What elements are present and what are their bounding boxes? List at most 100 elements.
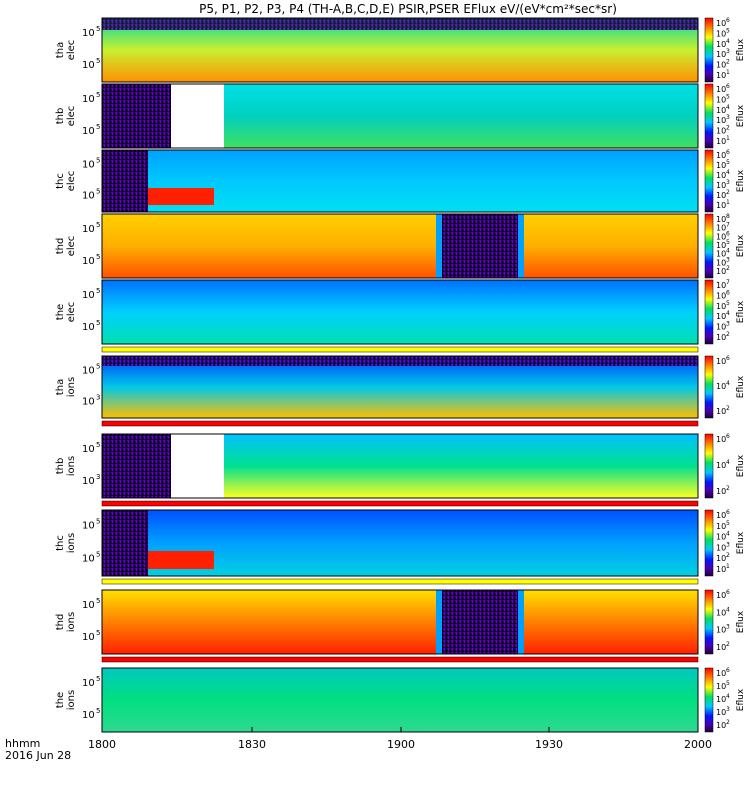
colorbar xyxy=(704,279,714,345)
y-tick-exponent: 5 xyxy=(96,707,100,715)
panel-probe-label: thc xyxy=(55,535,66,551)
colorbar-tick-exponent: 3 xyxy=(726,321,730,328)
panel-species-label: elec xyxy=(66,171,77,192)
colorbar-label: Eflux xyxy=(736,38,746,61)
y-tick-exponent: 5 xyxy=(96,517,100,525)
colorbar-label: Eflux xyxy=(736,454,746,477)
colorbar xyxy=(704,213,714,279)
colorbar-tick-label: 10 xyxy=(716,435,726,444)
colorbar-tick-exponent: 6 xyxy=(726,289,730,296)
colorbar-label: Eflux xyxy=(736,610,746,633)
colorbar-tick-label: 10 xyxy=(716,682,726,691)
panel-frame xyxy=(101,213,699,279)
spectrogram-image xyxy=(102,356,698,418)
data-noise-region xyxy=(102,84,172,148)
x-tick-label: 1830 xyxy=(238,738,266,751)
y-tick-exponent: 5 xyxy=(96,362,100,370)
colorbar-tick-label: 10 xyxy=(716,643,726,652)
panel-frame xyxy=(101,83,699,149)
colorbar-tick-label: 10 xyxy=(716,161,726,170)
gap-edge xyxy=(518,590,524,654)
y-tick-exponent: 5 xyxy=(96,156,100,164)
colorbar-tick-label: 10 xyxy=(716,721,726,730)
colorbar-label: Eflux xyxy=(736,169,746,192)
y-tick-label: 10 xyxy=(82,290,95,301)
colorbar-tick-exponent: 2 xyxy=(726,189,730,196)
panel-frame xyxy=(101,509,699,577)
panel-probe-label: the xyxy=(55,304,66,320)
colorbar xyxy=(704,509,714,577)
colorbar-tick-exponent: 2 xyxy=(726,265,730,272)
colorbar-tick-exponent: 3 xyxy=(726,179,730,186)
y-tick-exponent: 5 xyxy=(96,187,100,195)
colorbar-tick-exponent: 2 xyxy=(726,641,730,648)
colorbar-tick-exponent: 5 xyxy=(726,680,730,687)
colorbar-tick-label: 10 xyxy=(716,258,726,267)
colorbar-tick-label: 10 xyxy=(716,565,726,574)
colorbar-tick-exponent: 4 xyxy=(726,104,730,111)
colorbar-tick-label: 10 xyxy=(716,312,726,321)
panel-probe-label: thb xyxy=(55,458,66,475)
y-tick-label: 10 xyxy=(82,94,95,105)
colorbar-tick-exponent: 2 xyxy=(726,552,730,559)
y-tick-label: 10 xyxy=(82,632,95,643)
panel-species-label: elec xyxy=(66,236,77,257)
colorbar-tick-label: 10 xyxy=(716,533,726,542)
y-tick-exponent: 5 xyxy=(96,675,100,683)
data-gap xyxy=(171,84,224,148)
colorbar-tick-exponent: 6 xyxy=(726,230,730,237)
panel-frame xyxy=(101,589,699,655)
colorbar-tick-label: 10 xyxy=(716,511,726,520)
colorbar-tick-exponent: 6 xyxy=(726,589,730,596)
colorbar-tick-label: 10 xyxy=(716,127,726,136)
colorbar-tick-exponent: 7 xyxy=(726,222,730,229)
x-corner-label-date: 2016 Jun 28 xyxy=(5,749,71,762)
y-tick-label: 10 xyxy=(82,322,95,333)
y-tick-exponent: 3 xyxy=(96,473,100,481)
panel-species-label: elec xyxy=(66,40,77,61)
colorbar-tick-label: 10 xyxy=(716,40,726,49)
colorbar-tick-label: 10 xyxy=(716,224,726,233)
colorbar-tick-exponent: 1 xyxy=(726,563,730,570)
y-tick-exponent: 5 xyxy=(96,629,100,637)
colorbar-tick-exponent: 5 xyxy=(726,300,730,307)
y-tick-exponent: 5 xyxy=(96,319,100,327)
colorbar-tick-label: 10 xyxy=(716,232,726,241)
colorbar-tick-label: 10 xyxy=(716,191,726,200)
x-tick-label: 1930 xyxy=(535,738,563,751)
panel-species-label: ions xyxy=(66,377,77,397)
panel-species-label: ions xyxy=(66,612,77,632)
quality-flag-bar xyxy=(101,500,699,507)
y-tick-label: 10 xyxy=(82,476,95,487)
y-tick-label: 10 xyxy=(82,224,95,235)
quality-flag-bar xyxy=(101,578,699,585)
gap-edge xyxy=(436,214,442,278)
gap-edge xyxy=(436,590,442,654)
quality-flag-bar xyxy=(101,420,699,427)
panel-frame xyxy=(101,433,699,499)
colorbar-tick-label: 10 xyxy=(716,250,726,259)
colorbar-tick-exponent: 4 xyxy=(726,38,730,45)
colorbar-tick-exponent: 3 xyxy=(726,114,730,121)
colorbar-label: Eflux xyxy=(736,234,746,257)
colorbar-tick-exponent: 6 xyxy=(726,667,730,674)
colorbar-tick-label: 10 xyxy=(716,461,726,470)
y-tick-label: 10 xyxy=(82,678,95,689)
y-tick-label: 10 xyxy=(82,159,95,170)
y-tick-exponent: 5 xyxy=(96,123,100,131)
colorbar-tick-label: 10 xyxy=(716,19,726,28)
colorbar-tick-label: 10 xyxy=(716,85,726,94)
colorbar-tick-exponent: 3 xyxy=(726,624,730,631)
colorbar-tick-label: 10 xyxy=(716,215,726,224)
colorbar-tick-exponent: 6 xyxy=(726,17,730,24)
colorbar-label: Eflux xyxy=(736,375,746,398)
panel-frame xyxy=(101,355,699,419)
